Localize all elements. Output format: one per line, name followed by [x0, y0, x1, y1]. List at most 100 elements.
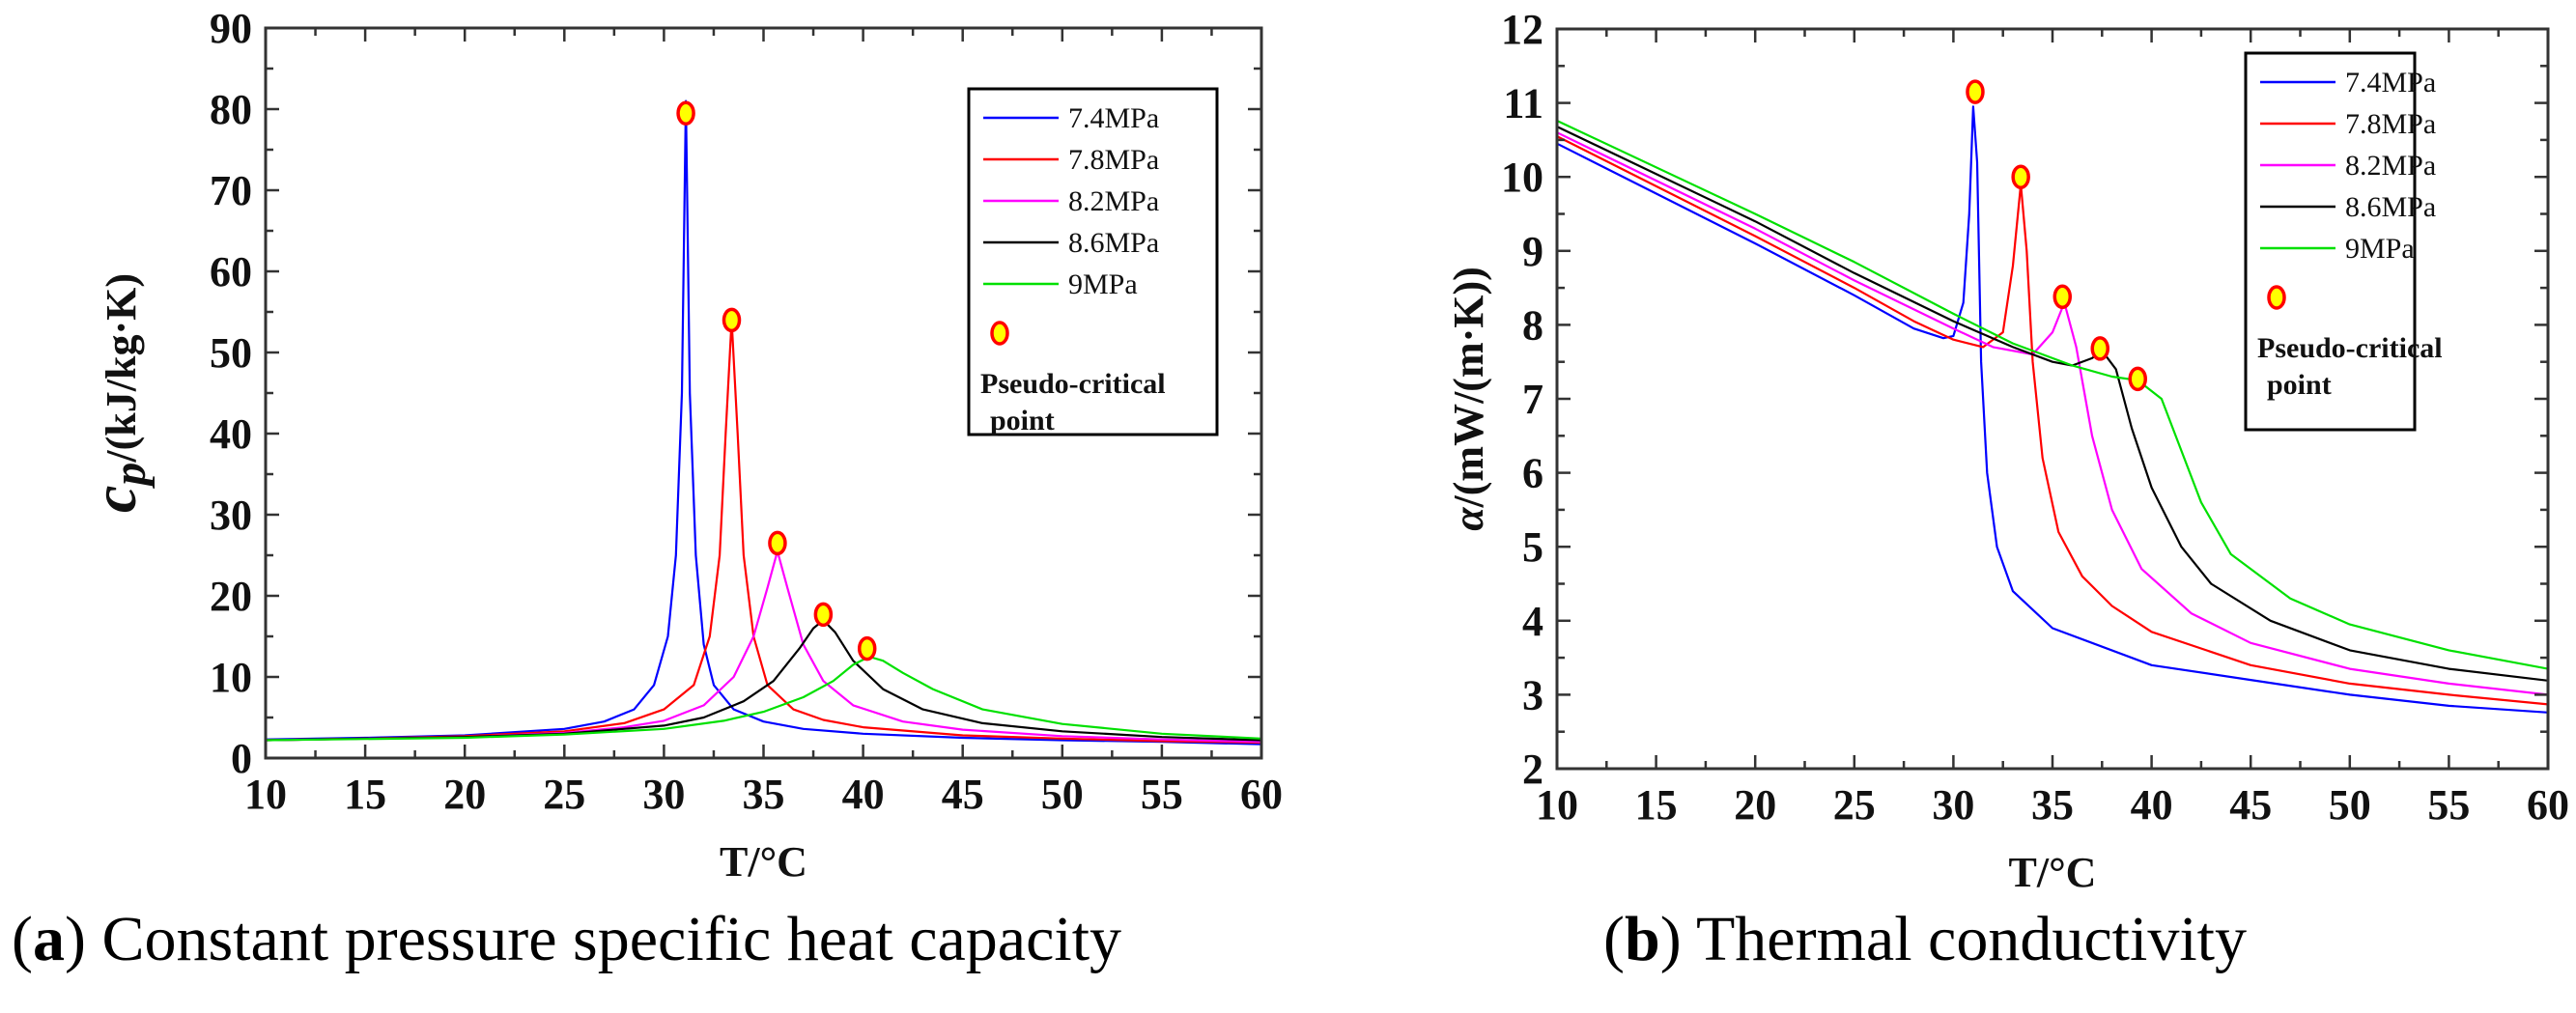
caption-b: (b) Thermal conductivity	[1603, 904, 2247, 974]
legend-box	[967, 87, 1219, 436]
y-tick-label: 40	[210, 410, 252, 458]
pseudo-critical-marker	[676, 100, 695, 126]
legend-marker-label-2: point	[2267, 369, 2332, 401]
y-tick-label: 10	[1501, 154, 1543, 201]
legend-label-7.4MPa: 7.4MPa	[1068, 102, 1159, 134]
y-axis-title: cp/(kJ/kg·K)	[80, 273, 156, 513]
x-tick-label: 55	[2427, 781, 2470, 829]
x-tick-label: 40	[842, 771, 885, 818]
x-tick-label: 50	[1041, 771, 1084, 818]
series-line-8.6MPa	[1557, 126, 2548, 682]
y-tick-label: 9	[1522, 228, 1543, 275]
y-tick-label: 60	[210, 248, 252, 295]
series-line-9MPa	[266, 655, 1261, 742]
x-tick-label: 15	[344, 771, 386, 818]
chart-cp: 10 15 20 25 30 35 40 45 50 55 60010203040506070809…	[80, 5, 1283, 886]
y-axis-title-subscript: p	[104, 463, 156, 490]
legend-marker-label-1: Pseudo-critical	[2257, 332, 2443, 364]
caption-a-letter: a	[32, 904, 65, 974]
x-tick-label: 60	[1240, 771, 1283, 818]
series-line-7.4MPa	[266, 99, 1261, 746]
series-line-8.2MPa	[1557, 131, 2548, 696]
legend: 7.4MPa 7.8MPa 8.2MPa 8.6MPa 9MPa Pseudo-criti…	[967, 87, 1219, 436]
y-tick-label: 6	[1522, 450, 1543, 497]
legend-label-9MPa: 9MPa	[1068, 268, 1138, 300]
pseudo-critical-marker	[2011, 164, 2030, 189]
y-tick-label: 70	[210, 167, 252, 214]
y-tick-label: 4	[1522, 598, 1543, 645]
y-tick-label: 80	[210, 86, 252, 133]
x-tick-label: 30	[1932, 781, 1974, 829]
pseudo-critical-marker	[857, 635, 877, 661]
y-axis-title-symbol: c	[80, 486, 149, 513]
x-axis-title: T/°C	[720, 838, 807, 886]
y-tick-label: 50	[210, 329, 252, 377]
legend-label-7.8MPa: 7.8MPa	[2345, 108, 2436, 140]
x-tick-label: 25	[1833, 781, 1876, 829]
x-tick-label: 20	[443, 771, 486, 818]
x-tick-label: 10	[1536, 781, 1578, 829]
legend-label-8.6MPa: 8.6MPa	[2345, 191, 2436, 223]
y-tick-label: 2	[1522, 746, 1543, 793]
y-tick-label: 8	[1522, 301, 1543, 349]
legend-label-8.2MPa: 8.2MPa	[2345, 150, 2436, 182]
caption-b-letter: b	[1624, 904, 1660, 974]
series-group	[266, 99, 1261, 746]
pseudo-critical-marker	[2090, 336, 2109, 361]
x-axis-title: T/°C	[2009, 849, 2097, 896]
x-tick-label: 20	[1734, 781, 1776, 829]
y-tick-label: 12	[1501, 6, 1543, 53]
y-tick-label: 10	[210, 654, 252, 701]
x-tick-label: 30	[642, 771, 685, 818]
y-tick-label: 0	[231, 735, 252, 782]
y-tick-label: 20	[210, 573, 252, 620]
series-line-8.2MPa	[266, 549, 1261, 744]
legend-label-8.2MPa: 8.2MPa	[1068, 185, 1159, 217]
y-tick-label: 7	[1522, 376, 1543, 423]
legend-marker-label-2: point	[990, 405, 1055, 436]
chart-k: 10 15 20 25 30 35 40 45 50 55 6023456789101112T/°C…	[1445, 6, 2569, 896]
legend-label-8.6MPa: 8.6MPa	[1068, 227, 1159, 259]
y-axis-title-units: /(kJ/kg·K)	[98, 273, 145, 464]
x-tick-label: 35	[2031, 781, 2074, 829]
pseudo-critical-marker	[2128, 366, 2147, 392]
y-tick-label: 3	[1522, 671, 1543, 718]
y-tick-label: 30	[210, 492, 252, 539]
pseudo-critical-marker	[768, 530, 787, 556]
x-tick-label: 40	[2131, 781, 2173, 829]
caption-a-text: Constant pressure specific heat capacity	[85, 904, 1122, 974]
x-tick-label: 45	[2229, 781, 2272, 829]
caption-a: (a) Constant pressure specific heat capa…	[12, 904, 1122, 974]
legend-marker-label-1: Pseudo-critical	[980, 368, 1166, 400]
legend-marker	[2267, 285, 2286, 310]
series-line-7.4MPa	[1557, 105, 2548, 714]
y-tick-label: 90	[210, 5, 252, 52]
x-tick-label: 45	[942, 771, 984, 818]
y-axis-title: α/(mW/(m·K))	[1445, 267, 1492, 531]
series-line-9MPa	[1557, 120, 2548, 670]
legend-box	[2244, 51, 2417, 432]
series-line-7.8MPa	[1557, 135, 2548, 706]
y-tick-label: 5	[1522, 523, 1543, 571]
x-tick-label: 60	[2527, 781, 2569, 829]
x-tick-label: 10	[244, 771, 287, 818]
legend-label-9MPa: 9MPa	[2345, 233, 2415, 265]
pseudo-critical-marker	[1966, 79, 1985, 104]
series-line-7.8MPa	[266, 319, 1261, 745]
pseudo-critical-marker	[2052, 284, 2073, 310]
y-tick-label: 11	[1503, 80, 1543, 127]
legend-marker	[990, 321, 1009, 346]
y-axis-title-symbol: α	[1445, 507, 1492, 531]
series-group	[1557, 105, 2548, 714]
x-tick-label: 55	[1141, 771, 1183, 818]
caption-b-text: Thermal conductivity	[1681, 904, 2247, 974]
y-axis-title-units: /(mW/(m·K))	[1445, 267, 1492, 508]
x-tick-label: 25	[543, 771, 585, 818]
legend-label-7.4MPa: 7.4MPa	[2345, 67, 2436, 98]
x-tick-label: 15	[1635, 781, 1678, 829]
pseudo-critical-marker	[813, 602, 834, 628]
legend-label-7.8MPa: 7.8MPa	[1068, 144, 1159, 176]
x-tick-label: 50	[2329, 781, 2371, 829]
x-tick-label: 35	[743, 771, 785, 818]
